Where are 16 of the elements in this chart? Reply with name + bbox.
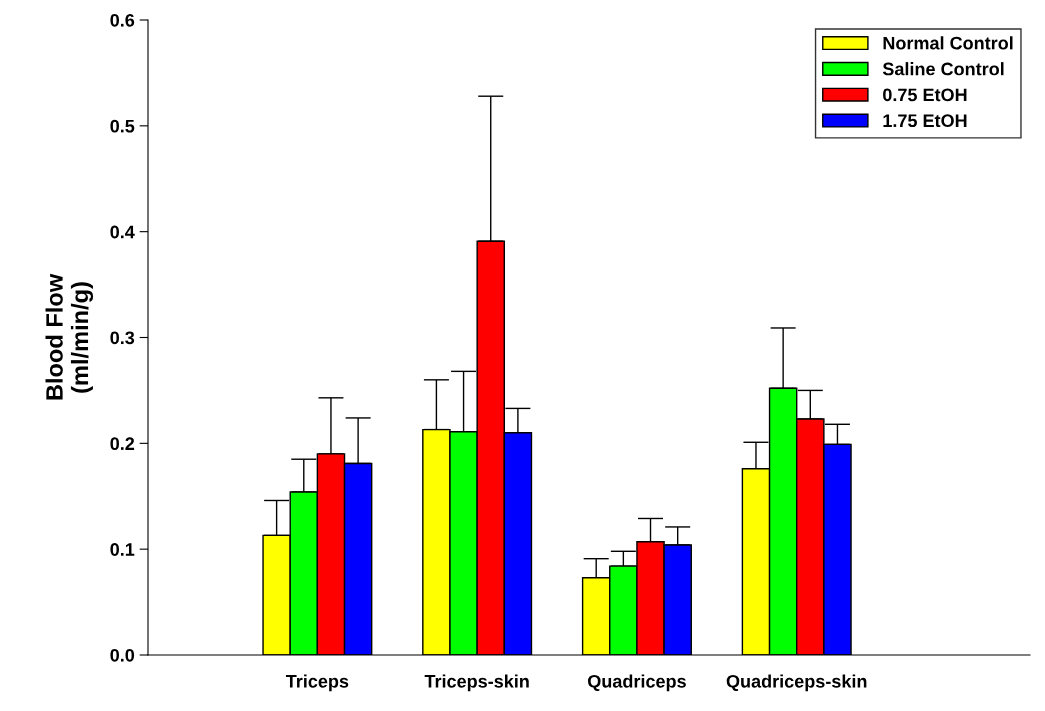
y-tick-label: 0.4 (110, 225, 135, 239)
legend-label: Normal Control (883, 36, 1013, 50)
legend-label: Saline Control (882, 62, 1004, 76)
x-tick-label: Quadriceps-skin (726, 674, 867, 692)
y-tick-label: 0.1 (110, 543, 135, 556)
x-tick-label: Triceps (285, 674, 349, 692)
y-tick-label: 0.0 (110, 648, 135, 662)
y-axis-title: Blood Flow (ml/min/g) (45, 273, 94, 400)
y-tick-label: 0.6 (110, 13, 135, 27)
y-tick-label: 0.5 (110, 119, 135, 133)
x-tick-label: Quadriceps (588, 674, 686, 692)
y-tick-label: 0.3 (110, 331, 135, 345)
legend-label: 0.75 EtOH (883, 88, 967, 102)
x-tick-label: Triceps-skin (424, 674, 529, 692)
y-tick-label: 0.2 (110, 437, 135, 451)
legend-label: 1.75 EtOH (883, 114, 967, 128)
